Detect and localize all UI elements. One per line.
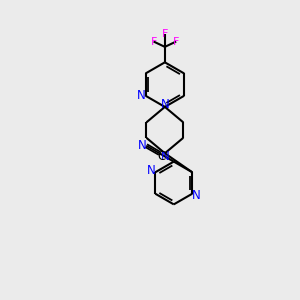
Text: N: N [137,89,146,102]
Text: C: C [158,151,166,164]
Text: N: N [160,150,169,163]
Text: N: N [138,139,147,152]
Text: N: N [147,164,156,177]
Text: F: F [162,29,168,39]
Text: F: F [173,37,179,46]
Text: N: N [160,98,169,111]
Text: F: F [150,37,157,46]
Text: N: N [192,189,200,202]
